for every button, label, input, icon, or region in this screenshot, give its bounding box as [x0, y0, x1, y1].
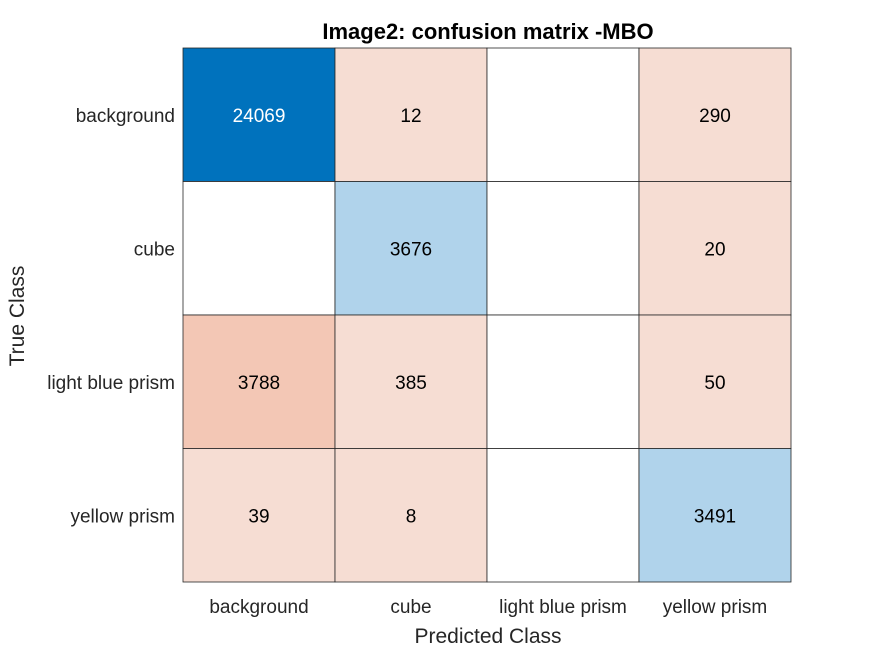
matrix-cell-r1-c0 — [182, 181, 336, 316]
x-axis-label: Predicted Class — [414, 625, 561, 648]
y-tick-label: yellow prism — [70, 506, 175, 527]
cell-value-label: 24069 — [233, 106, 286, 127]
matrix-cell-r3-c1 — [334, 448, 488, 583]
matrix-cell-r1-c1 — [334, 181, 488, 316]
matrix-cell-r0-c1 — [334, 47, 488, 182]
x-tick-label: yellow prism — [663, 597, 768, 618]
cell-value-label: 3491 — [694, 506, 736, 527]
y-tick-label: background — [76, 106, 175, 127]
cell-value-label: 290 — [699, 106, 731, 127]
y-axis-label: True Class — [6, 266, 29, 367]
matrix-cell-r2-c0 — [182, 314, 336, 449]
matrix-cell-r2-c3 — [638, 314, 792, 449]
matrix-cell-r3-c2 — [486, 448, 640, 583]
cell-value-label: 20 — [704, 239, 725, 260]
matrix-cell-r3-c0 — [182, 448, 336, 583]
matrix-cells: 24069 12 290 3676 20 3788 385 50 39 8 3491 — [182, 47, 792, 583]
cell-value-label: 3676 — [390, 239, 432, 260]
matrix-cell-r2-c1 — [334, 314, 488, 449]
matrix-cell-r0-c0 — [182, 47, 336, 182]
y-tick-labels: background cube light blue prism yellow pri… — [47, 106, 175, 528]
matrix-cell-r1-c3 — [638, 181, 792, 316]
y-tick-label: cube — [134, 239, 175, 260]
y-tick-label: light blue prism — [47, 373, 175, 394]
x-tick-label: background — [209, 597, 308, 618]
cell-value-label: 385 — [395, 373, 427, 394]
cell-value-label: 8 — [406, 506, 417, 527]
matrix-cell-r2-c2 — [486, 314, 640, 449]
cell-value-label: 39 — [248, 506, 269, 527]
chart-title: Image2: confusion matrix -MBO — [322, 19, 653, 44]
cell-value-label: 50 — [704, 373, 725, 394]
x-tick-label: cube — [390, 597, 431, 618]
matrix-cell-r0-c3 — [638, 47, 792, 182]
matrix-cell-r0-c2 — [486, 47, 640, 182]
matrix-cell-r3-c3 — [638, 448, 792, 583]
x-tick-labels: background cube light blue prism yellow pri… — [209, 597, 767, 618]
x-tick-label: light blue prism — [499, 597, 627, 618]
cell-value-label: 12 — [400, 106, 421, 127]
cell-value-label: 3788 — [238, 373, 280, 394]
matrix-cell-r1-c2 — [486, 181, 640, 316]
